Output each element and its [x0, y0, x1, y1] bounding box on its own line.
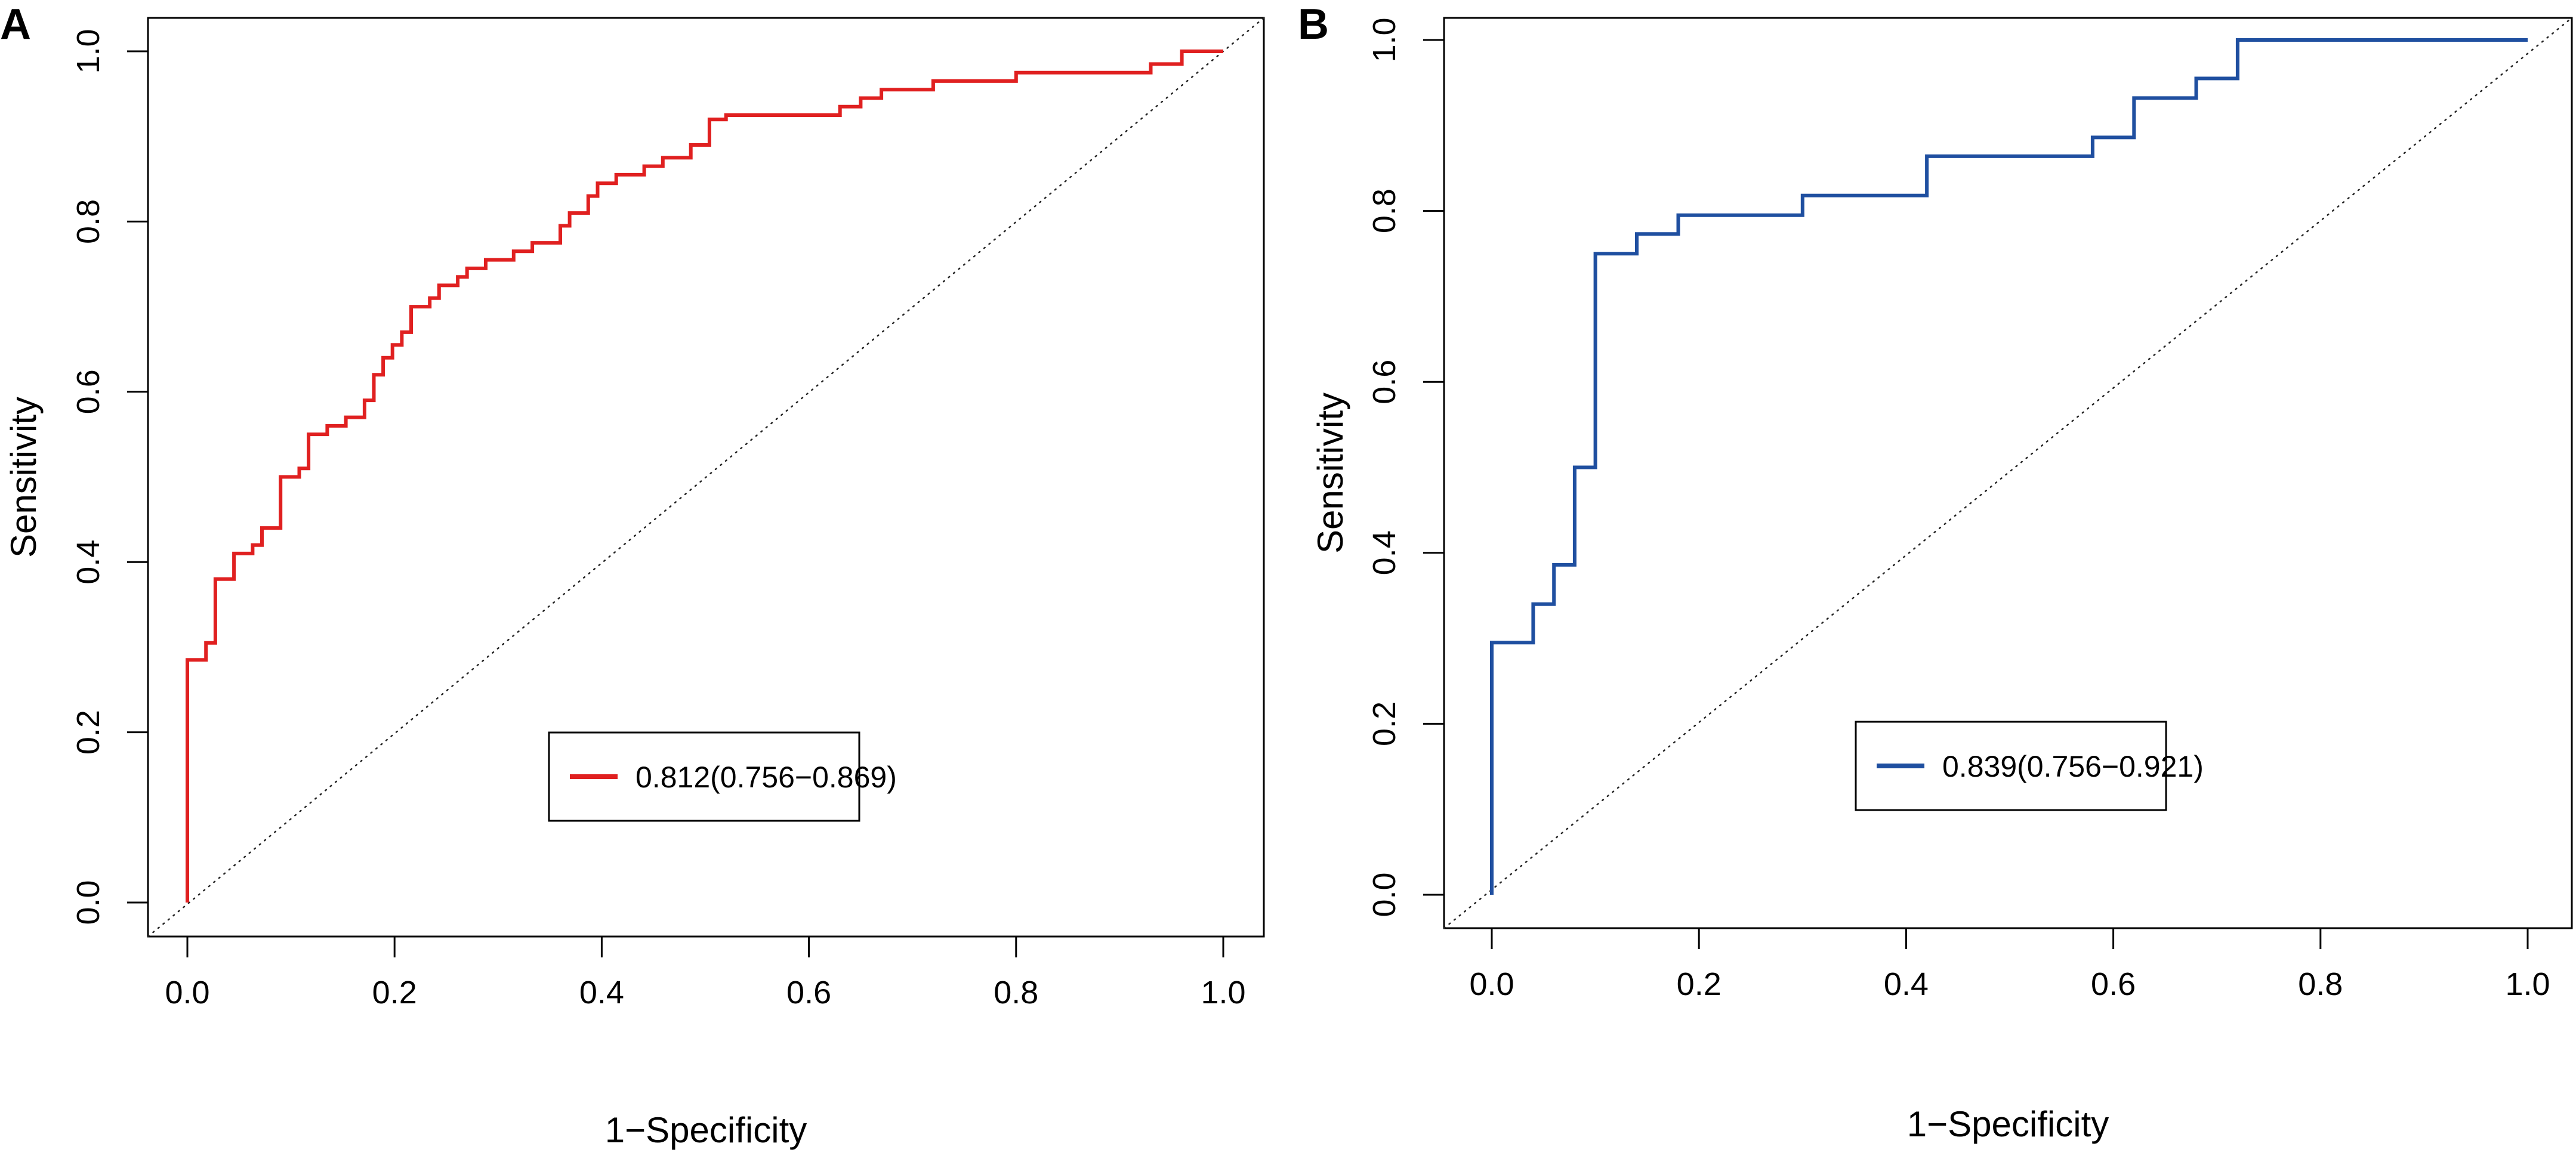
roc-panel-a: 0.0 0.2 0.4 0.6 0.8 1.0 0.0 0.2 0.4 0.6 0.8 1.0 1−Sp… [0, 1, 1265, 1150]
reference-diagonal [147, 17, 1265, 938]
x-tick-label: 0.0 [165, 975, 209, 1010]
y-tick-label: 0.2 [70, 710, 106, 755]
plot-frame [147, 17, 1265, 938]
legend-label: 0.812(0.756−0.869) [635, 761, 897, 794]
roc-panel-b: 0.0 0.2 0.4 0.6 0.8 1.0 0.0 0.2 0.4 0.6 0.8 1.0 1−Sp… [1298, 1, 2573, 1144]
y-tick-label: 1.0 [1366, 17, 1402, 62]
x-tick-label: 0.8 [2298, 966, 2343, 1002]
y-tick-label: 0.4 [1366, 530, 1402, 575]
reference-diagonal [1443, 17, 2573, 929]
y-tick-label: 0.0 [70, 880, 106, 925]
y-tick-label: 0.0 [1366, 872, 1402, 917]
x-tick-label: 0.6 [2091, 966, 2136, 1002]
x-tick-label: 0.2 [372, 975, 417, 1010]
x-axis-title: 1−Specificity [605, 1110, 807, 1150]
x-axis-title: 1−Specificity [1907, 1104, 2109, 1144]
y-axis-title: Sensitivity [4, 397, 44, 558]
x-tick-label: 1.0 [2505, 966, 2550, 1002]
y-tick-label: 0.6 [1366, 360, 1402, 404]
y-tick-label: 0.8 [1366, 188, 1402, 233]
y-tick-label: 0.4 [70, 540, 106, 585]
y-tick-label: 0.2 [1366, 701, 1402, 746]
y-tick-label: 1.0 [70, 29, 106, 73]
legend: 0.812(0.756−0.869) [548, 731, 897, 822]
panel-letter: B [1298, 1, 1329, 48]
x-tick-label: 0.4 [579, 975, 624, 1010]
x-tick-label: 0.0 [1469, 966, 1514, 1002]
plot-frame [1443, 17, 2573, 929]
y-axis-title: Sensitivity [1310, 393, 1350, 554]
x-tick-label: 0.6 [786, 975, 831, 1010]
legend-box [1855, 721, 2167, 811]
x-tick-label: 1.0 [1201, 975, 1245, 1010]
x-tick-label: 0.4 [1884, 966, 1929, 1002]
legend: 0.839(0.756−0.921) [1855, 721, 2204, 811]
roc-curve [186, 50, 1223, 903]
x-tick-label: 0.2 [1677, 966, 1722, 1002]
legend-label: 0.839(0.756−0.921) [1942, 750, 2204, 783]
roc-curve [1490, 38, 2528, 895]
y-tick-label: 0.8 [70, 199, 106, 244]
x-tick-label: 0.8 [994, 975, 1038, 1010]
y-tick-label: 0.6 [70, 369, 106, 414]
panel-letter: A [0, 1, 31, 48]
